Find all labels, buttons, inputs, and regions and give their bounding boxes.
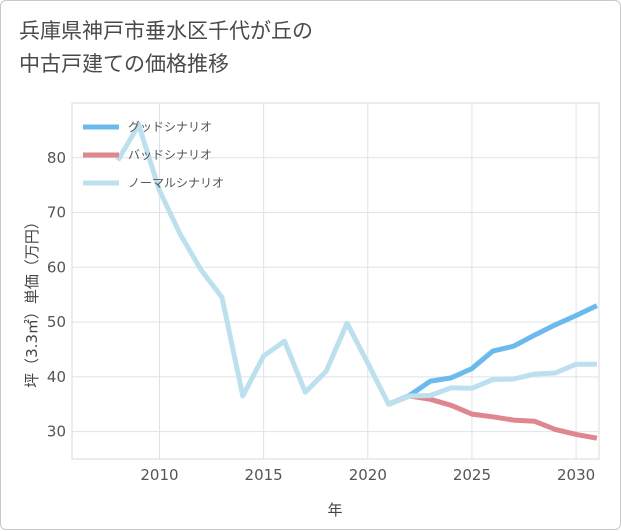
y-tick-label: 40 [47, 368, 66, 386]
x-tick-label: 2020 [349, 466, 387, 484]
chart-title: 兵庫県神戸市垂水区千代が丘の 中古戸建ての価格推移 [19, 15, 313, 81]
y-tick-label: 50 [47, 313, 66, 331]
x-tick-label: 2025 [453, 466, 491, 484]
y-tick-label: 60 [47, 258, 66, 276]
x-tick-label: 2015 [245, 466, 283, 484]
chart-title-line-2: 中古戸建ての価格推移 [19, 52, 229, 76]
x-axis-title: 年 [327, 501, 342, 519]
y-tick-label: 80 [47, 149, 66, 167]
y-axis-ticks: 30 40 50 60 70 80 [47, 149, 66, 441]
legend-label: バッドシナリオ [128, 148, 212, 162]
series-line-bad [387, 393, 598, 441]
series-layer [115, 122, 598, 441]
chart-title-line-1: 兵庫県神戸市垂水区千代が丘の [19, 19, 313, 43]
series-line-normal [115, 122, 597, 407]
y-tick-label: 70 [47, 204, 66, 222]
y-axis-title: 坪（3.3㎡）単価（万円） [23, 214, 41, 388]
x-tick-label: 2030 [557, 466, 595, 484]
legend-label: グッドシナリオ [128, 120, 212, 134]
x-tick-label: 2010 [140, 466, 178, 484]
y-tick-label: 30 [47, 423, 66, 441]
x-axis-ticks: 2010 2015 2020 2025 2030 [140, 466, 595, 484]
legend-label: ノーマルシナリオ [128, 176, 224, 190]
series-line-good [387, 303, 598, 407]
grid-lines [72, 103, 599, 459]
